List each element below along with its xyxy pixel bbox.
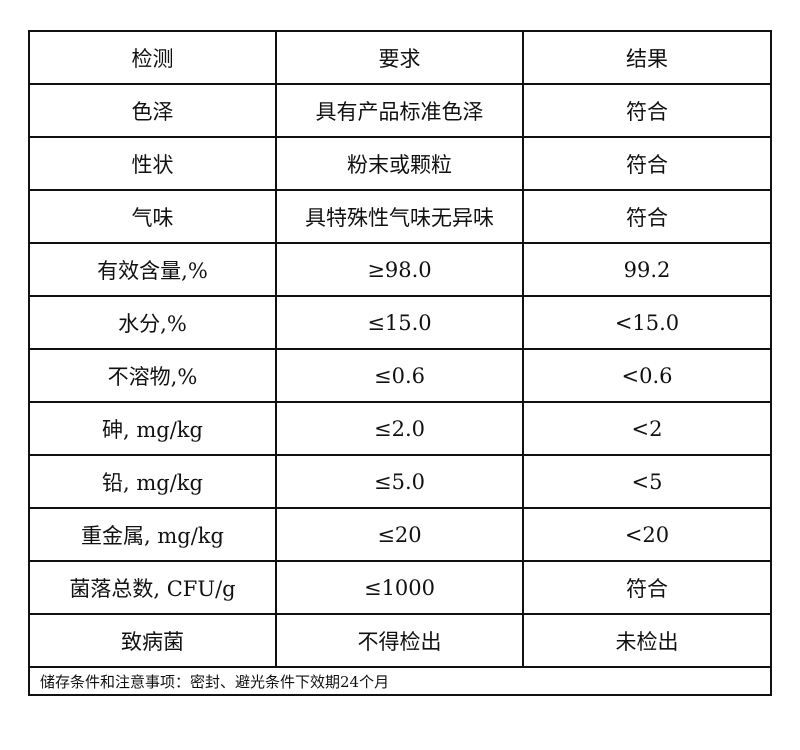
cell-result: <20 <box>522 507 772 562</box>
cell-requirement: 具特殊性气味无异味 <box>275 189 524 244</box>
cell-test: 不溶物,% <box>28 348 277 403</box>
cell-result: <15.0 <box>522 295 772 350</box>
header-cell-test: 检测 <box>28 30 277 85</box>
cell-test: 致病菌 <box>28 613 277 668</box>
storage-note: 储存条件和注意事项：密封、避光条件下效期24个月 <box>28 666 772 696</box>
cell-test: 菌落总数, CFU/g <box>28 560 277 615</box>
table-row: 致病菌 不得检出 未检出 <box>28 613 772 668</box>
cell-result: <5 <box>522 454 772 509</box>
cell-test: 有效含量,% <box>28 242 277 297</box>
cell-result: <0.6 <box>522 348 772 403</box>
cell-test: 铅, mg/kg <box>28 454 277 509</box>
cell-result: 符合 <box>522 189 772 244</box>
cell-result: 99.2 <box>522 242 772 297</box>
cell-requirement: ≥98.0 <box>275 242 524 297</box>
table-row: 砷, mg/kg ≤2.0 <2 <box>28 401 772 456</box>
cell-test: 重金属, mg/kg <box>28 507 277 562</box>
cell-requirement: 粉末或颗粒 <box>275 136 524 191</box>
cell-requirement: ≤20 <box>275 507 524 562</box>
cell-test: 水分,% <box>28 295 277 350</box>
cell-requirement: ≤1000 <box>275 560 524 615</box>
cell-requirement: ≤5.0 <box>275 454 524 509</box>
table-row: 色泽 具有产品标准色泽 符合 <box>28 83 772 138</box>
table-row: 气味 具特殊性气味无异味 符合 <box>28 189 772 244</box>
table-row: 不溶物,% ≤0.6 <0.6 <box>28 348 772 403</box>
cell-requirement: 具有产品标准色泽 <box>275 83 524 138</box>
table-row: 性状 粉末或颗粒 符合 <box>28 136 772 191</box>
cell-requirement: ≤15.0 <box>275 295 524 350</box>
cell-requirement: ≤2.0 <box>275 401 524 456</box>
cell-requirement: 不得检出 <box>275 613 524 668</box>
table-row: 菌落总数, CFU/g ≤1000 符合 <box>28 560 772 615</box>
cell-requirement: ≤0.6 <box>275 348 524 403</box>
cell-result: 符合 <box>522 560 772 615</box>
header-cell-result: 结果 <box>522 30 772 85</box>
cell-result: 符合 <box>522 136 772 191</box>
inspection-table: 检测 要求 结果 色泽 具有产品标准色泽 符合 性状 粉末或颗粒 符合 气味 具特殊性气味无异… <box>28 30 772 696</box>
footer-row: 储存条件和注意事项：密封、避光条件下效期24个月 <box>28 666 772 696</box>
cell-test: 色泽 <box>28 83 277 138</box>
cell-result: 未检出 <box>522 613 772 668</box>
cell-result: 符合 <box>522 83 772 138</box>
cell-result: <2 <box>522 401 772 456</box>
header-cell-requirement: 要求 <box>275 30 524 85</box>
cell-test: 砷, mg/kg <box>28 401 277 456</box>
cell-test: 性状 <box>28 136 277 191</box>
table-row: 重金属, mg/kg ≤20 <20 <box>28 507 772 562</box>
table-row: 铅, mg/kg ≤5.0 <5 <box>28 454 772 509</box>
table-row: 有效含量,% ≥98.0 99.2 <box>28 242 772 297</box>
table-row: 水分,% ≤15.0 <15.0 <box>28 295 772 350</box>
header-row: 检测 要求 结果 <box>28 30 772 85</box>
cell-test: 气味 <box>28 189 277 244</box>
